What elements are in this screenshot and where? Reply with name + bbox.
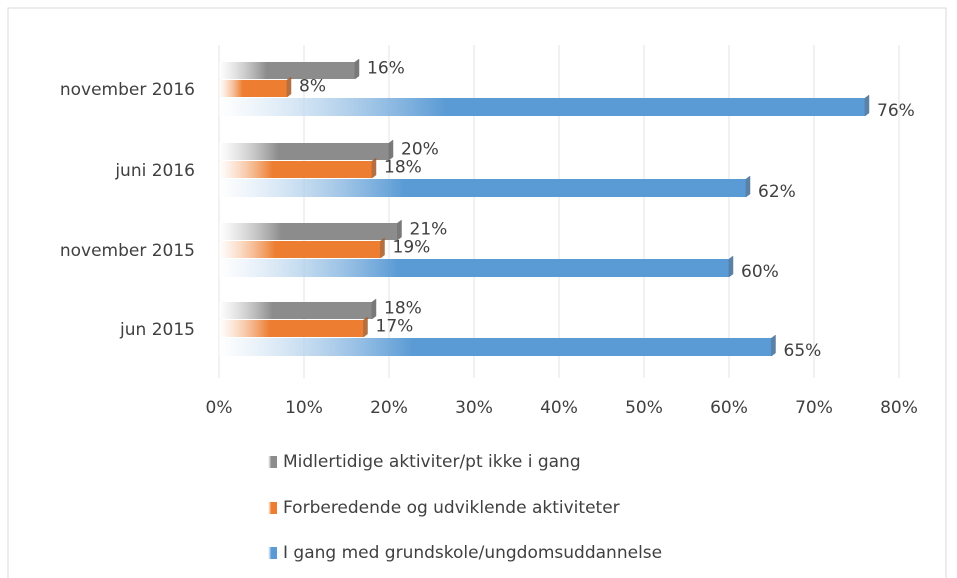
bar: [219, 302, 372, 319]
x-tick-label: 20%: [370, 398, 408, 418]
bar: [219, 143, 389, 160]
bar-side: [745, 175, 751, 198]
data-label: 18%: [384, 158, 422, 178]
bar: [219, 80, 287, 97]
legend-marker: [268, 502, 277, 514]
bar: [219, 223, 398, 240]
legend-marker: [268, 456, 277, 468]
legend-label: Midlertidige aktiviter/pt ikke i gang: [283, 452, 581, 472]
bar: [219, 62, 355, 79]
x-tick-label: 0%: [206, 398, 233, 418]
y-tick-label: november 2015: [60, 241, 195, 261]
legend-marker: [268, 547, 277, 559]
data-label: 62%: [758, 182, 796, 202]
data-label: 20%: [401, 140, 439, 160]
data-label: 17%: [376, 317, 414, 337]
y-tick-label: november 2016: [60, 80, 195, 100]
x-tick-label: 70%: [795, 398, 833, 418]
data-label: 60%: [741, 262, 779, 282]
x-tick-label: 40%: [540, 398, 578, 418]
bar: [219, 161, 372, 178]
bar-side: [371, 157, 377, 179]
data-label: 18%: [384, 299, 422, 319]
bar-side: [371, 298, 377, 320]
bar-side: [771, 334, 776, 357]
bar-side: [363, 316, 368, 338]
bar: [219, 259, 729, 277]
y-tick-label: juni 2016: [114, 161, 195, 181]
bar-side: [864, 94, 870, 117]
x-tick-label: 10%: [285, 398, 323, 418]
x-tick-label: 80%: [880, 398, 918, 418]
bar: [219, 98, 865, 116]
bar-side: [380, 237, 385, 259]
bar-side: [397, 219, 402, 241]
bar-side: [728, 255, 734, 278]
bar-side: [354, 58, 360, 80]
bar-side: [388, 139, 394, 161]
data-label: 16%: [367, 59, 405, 79]
legend-label: Forberedende og udviklende aktiviteter: [283, 498, 620, 518]
legend-label: I gang med grundskole/ungdomsuddannelse: [283, 543, 662, 563]
data-label: 76%: [877, 101, 915, 121]
x-tick-label: 30%: [455, 398, 493, 418]
data-label: 65%: [784, 341, 822, 361]
data-label: 19%: [393, 238, 431, 258]
chart-frame: [7, 7, 947, 578]
bar: [219, 179, 746, 197]
bar: [219, 241, 381, 258]
y-tick-label: jun 2015: [119, 320, 195, 340]
x-tick-label: 50%: [625, 398, 663, 418]
data-label: 8%: [299, 77, 326, 97]
bar: [219, 338, 772, 356]
bar: [219, 320, 364, 337]
bar-side: [286, 76, 292, 98]
x-tick-label: 60%: [710, 398, 748, 418]
data-label: 21%: [410, 220, 448, 240]
